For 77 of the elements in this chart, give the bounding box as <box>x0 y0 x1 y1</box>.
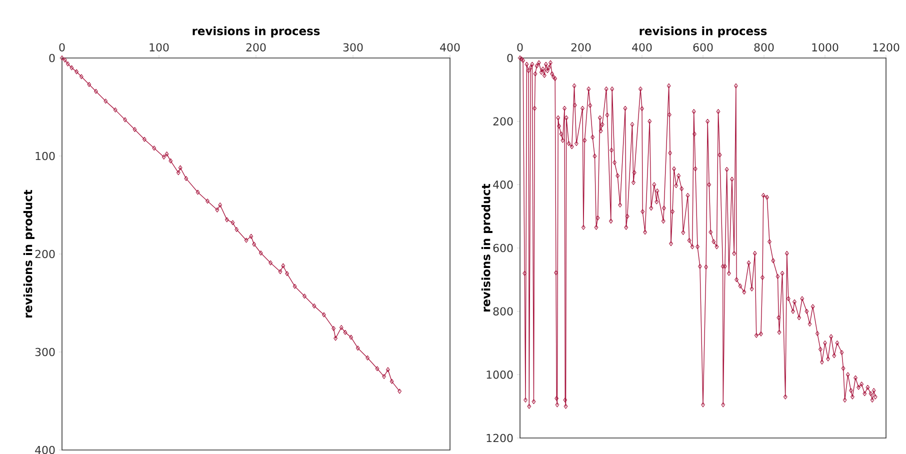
point <box>196 190 200 195</box>
point <box>244 238 248 243</box>
point <box>343 330 348 335</box>
point <box>268 260 272 266</box>
point <box>142 136 146 142</box>
x-tick-label: 200 <box>571 43 591 52</box>
y-axis-title: revisions in product <box>481 184 492 312</box>
x-tick-label: 400 <box>440 43 460 52</box>
point <box>62 57 67 62</box>
point <box>230 220 235 226</box>
point <box>152 146 156 151</box>
point <box>281 263 286 268</box>
y-tick-label: 100 <box>36 152 55 160</box>
y-tick-label: 600 <box>493 244 513 252</box>
y-tick-label: 200 <box>493 117 513 126</box>
point <box>218 202 222 208</box>
point <box>162 154 166 160</box>
point <box>176 170 180 176</box>
point <box>322 312 326 318</box>
point <box>184 176 188 182</box>
point <box>94 88 98 94</box>
point <box>302 294 306 299</box>
x-tick-label: 600 <box>693 43 713 52</box>
y-tick-label: 800 <box>493 307 513 316</box>
x-tick-label: 1200 <box>873 43 900 52</box>
point <box>356 346 360 351</box>
point <box>249 234 254 239</box>
y-axis-title: revisions in product <box>23 190 34 318</box>
point <box>104 98 108 104</box>
x-tick-label: 800 <box>754 43 774 52</box>
point <box>334 336 338 341</box>
point <box>178 165 182 170</box>
point <box>278 269 282 274</box>
point <box>70 65 74 70</box>
x-tick-label: 0 <box>517 43 523 52</box>
point <box>386 367 390 372</box>
point <box>234 227 239 232</box>
point <box>87 82 92 87</box>
y-tick-label: 300 <box>35 348 55 356</box>
x-tick-label: 200 <box>246 43 266 52</box>
point <box>366 355 370 360</box>
y-tick-label: 400 <box>35 446 55 454</box>
point <box>382 374 386 379</box>
point <box>375 366 380 372</box>
point <box>74 69 78 74</box>
x-tick-label: 100 <box>150 43 169 52</box>
point <box>390 378 394 384</box>
point <box>113 107 118 112</box>
x-axis-title: revisions in process <box>640 26 767 38</box>
point <box>349 334 354 340</box>
point <box>312 303 316 308</box>
point <box>206 198 210 204</box>
point <box>164 152 169 157</box>
point <box>292 284 297 289</box>
x-axis-title: revisions in process <box>192 26 320 38</box>
x-tick-label: 400 <box>632 43 652 52</box>
y-tick-label: 0 <box>507 54 513 62</box>
y-tick-label: 400 <box>493 180 513 189</box>
y-tick-label: 1000 <box>486 370 513 379</box>
point <box>258 250 263 256</box>
point <box>132 127 137 132</box>
point <box>332 326 336 331</box>
x-tick-label: 1000 <box>812 43 838 52</box>
point <box>252 242 256 247</box>
point <box>168 158 173 164</box>
point <box>215 207 220 212</box>
x-tick-label: 300 <box>343 43 363 52</box>
point <box>285 271 289 276</box>
y-tick-label: 0 <box>49 54 55 62</box>
point <box>66 61 70 66</box>
point <box>123 117 127 122</box>
y-tick-label: 1200 <box>486 434 513 442</box>
point <box>224 217 229 222</box>
point <box>339 325 344 330</box>
y-tick-label: 200 <box>35 250 55 258</box>
point <box>79 74 84 80</box>
x-tick-label: 0 <box>59 43 65 52</box>
